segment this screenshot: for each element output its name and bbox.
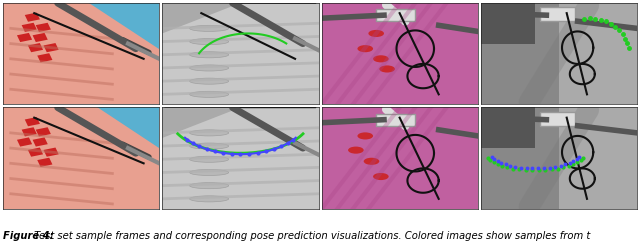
Polygon shape (89, 3, 159, 49)
FancyArrowPatch shape (123, 40, 149, 52)
Ellipse shape (369, 30, 384, 37)
Ellipse shape (189, 169, 228, 175)
Ellipse shape (189, 38, 228, 45)
Bar (33, 33, 48, 42)
Bar (37, 53, 52, 62)
Ellipse shape (189, 130, 228, 136)
Bar (25, 117, 40, 126)
Polygon shape (97, 108, 159, 148)
Bar (22, 23, 37, 32)
Bar (28, 147, 43, 157)
Text: Test set sample frames and corresponding pose prediction visualizations. Colored: Test set sample frames and corresponding… (31, 231, 590, 241)
Ellipse shape (348, 147, 364, 154)
Ellipse shape (189, 52, 228, 58)
Bar (376, 114, 415, 126)
Ellipse shape (189, 91, 228, 98)
FancyArrowPatch shape (123, 144, 149, 157)
FancyArrowPatch shape (529, 110, 589, 207)
Ellipse shape (380, 65, 395, 73)
Bar (28, 43, 43, 52)
Bar (36, 23, 51, 32)
FancyArrowPatch shape (386, 5, 405, 22)
Ellipse shape (357, 45, 373, 52)
Ellipse shape (189, 78, 228, 84)
FancyArrowPatch shape (529, 5, 589, 102)
Polygon shape (163, 3, 241, 34)
Bar (17, 33, 32, 42)
Bar (33, 137, 48, 147)
Ellipse shape (364, 158, 380, 165)
Ellipse shape (189, 25, 228, 31)
Bar (559, 108, 637, 209)
Ellipse shape (373, 173, 388, 180)
Bar (540, 7, 575, 21)
Polygon shape (163, 108, 241, 138)
Bar (376, 9, 415, 21)
Ellipse shape (189, 143, 228, 149)
Bar (44, 147, 59, 157)
Text: Figure 4:: Figure 4: (3, 231, 54, 241)
Ellipse shape (357, 132, 373, 139)
Bar (36, 127, 51, 136)
Bar (540, 111, 575, 126)
Bar (17, 137, 32, 147)
Bar (37, 158, 52, 167)
Bar (22, 127, 37, 136)
Ellipse shape (373, 55, 388, 62)
Bar (481, 108, 536, 148)
Bar (481, 3, 536, 44)
Ellipse shape (189, 65, 228, 71)
FancyArrowPatch shape (386, 109, 405, 126)
Ellipse shape (189, 183, 228, 189)
Ellipse shape (189, 196, 228, 202)
Ellipse shape (189, 156, 228, 162)
Bar (25, 12, 40, 22)
Bar (44, 43, 59, 52)
Bar (559, 3, 637, 105)
